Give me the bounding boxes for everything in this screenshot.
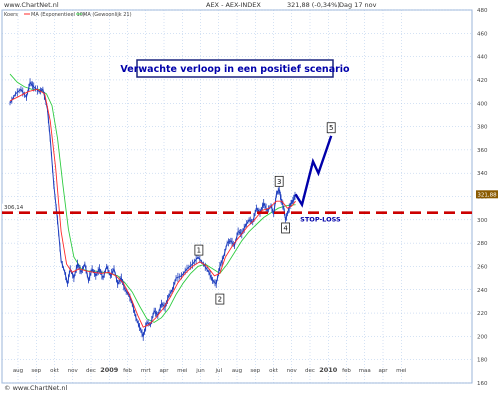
wave-label-box bbox=[274, 175, 284, 187]
y-tick-label: 280 bbox=[477, 241, 488, 247]
last-value-badge bbox=[476, 190, 498, 199]
x-tick-label: sep bbox=[250, 368, 260, 374]
price-line bbox=[9, 81, 297, 339]
x-tick-label: nov bbox=[287, 368, 298, 374]
y-tick-label: 200 bbox=[477, 334, 488, 340]
legend-ma-exp: MA (Exponentieel 10) bbox=[31, 12, 85, 18]
y-tick-label: 220 bbox=[477, 311, 488, 317]
x-tick-label: dec bbox=[305, 368, 315, 374]
wave-label-box bbox=[326, 122, 336, 134]
y-tick-label: 180 bbox=[477, 358, 488, 364]
y-tick-label: 420 bbox=[477, 78, 488, 84]
y-tick-label: 160 bbox=[477, 381, 488, 387]
stoploss-value-label: 306,14 bbox=[4, 205, 24, 211]
wave-label: 2 bbox=[218, 296, 222, 304]
chart-title: Verwachte verloop in een positief scenar… bbox=[120, 64, 350, 75]
ma-gewoonlijk-21-line bbox=[9, 73, 296, 323]
y-tick-label: 340 bbox=[477, 171, 488, 177]
x-tick-label: aug bbox=[232, 368, 242, 374]
x-tick-label: mei bbox=[177, 368, 188, 374]
header-site: www.ChartNet.nl bbox=[4, 1, 59, 9]
wave-label-box bbox=[281, 222, 290, 234]
x-tick-label: jun bbox=[195, 368, 205, 374]
x-tick-label: nov bbox=[68, 368, 79, 374]
x-tick-label: 2009 bbox=[100, 366, 119, 374]
header-period: Dag 17 nov bbox=[339, 1, 377, 9]
y-tick-label: 240 bbox=[477, 288, 488, 294]
x-tick-label: aug bbox=[13, 368, 23, 374]
stoploss-value-badge bbox=[2, 203, 28, 211]
x-axis-labels: aug sep okt nov dec 2009 feb mrt apr mei jun jul aug… bbox=[13, 366, 407, 374]
x-tick-label: feb bbox=[123, 368, 132, 374]
y-tick-label: 380 bbox=[477, 125, 488, 131]
y-tick-label: 460 bbox=[477, 31, 488, 37]
x-tick-label: apr bbox=[378, 368, 388, 374]
x-tick-label: okt bbox=[269, 368, 279, 374]
legend-koers: Koers bbox=[4, 12, 18, 18]
x-tick-label: apr bbox=[159, 368, 169, 374]
stoploss-annotation: STOP-LOSS bbox=[300, 216, 341, 224]
y-tick-label: 440 bbox=[477, 55, 488, 61]
x-tick-label: feb bbox=[342, 368, 351, 374]
wave-label: 5 bbox=[329, 124, 333, 132]
y-tick-label: 300 bbox=[477, 218, 488, 224]
y-tick-label: 400 bbox=[477, 101, 488, 107]
x-tick-label: mrt bbox=[141, 368, 152, 374]
footer-site: © www.ChartNet.nl bbox=[4, 384, 67, 392]
wave-label: 4 bbox=[283, 224, 288, 232]
expected-scenario-path bbox=[294, 135, 333, 208]
wave-label: 1 bbox=[197, 247, 201, 255]
x-tick-label: dec bbox=[86, 368, 96, 374]
x-tick-label: jul bbox=[214, 368, 222, 374]
last-value-label: 321,88 bbox=[477, 192, 497, 198]
y-tick-label: 480 bbox=[477, 8, 488, 14]
header-quote: 321,88 (-0,34%) bbox=[287, 1, 340, 9]
ma-exponentieel-10-line bbox=[9, 88, 296, 328]
title-box bbox=[136, 59, 334, 78]
legend-ma-geo: MA (Gewoonlijk 21) bbox=[83, 12, 132, 18]
y-tick-label: 260 bbox=[477, 264, 488, 270]
x-tick-label: maa bbox=[359, 368, 371, 374]
wave-label-box bbox=[215, 293, 225, 305]
x-tick-label: 2010 bbox=[319, 366, 338, 374]
wave-labels: 1 2 3 4 5 bbox=[194, 122, 336, 305]
wave-label-box bbox=[194, 244, 204, 256]
grid bbox=[2, 9, 472, 384]
y-tick-label: 360 bbox=[477, 148, 488, 154]
x-tick-label: sep bbox=[31, 368, 41, 374]
x-tick-label: okt bbox=[50, 368, 60, 374]
x-tick-label: mei bbox=[396, 368, 407, 374]
wave-label: 3 bbox=[277, 178, 281, 186]
header-instrument: AEX - AEX-INDEX bbox=[206, 1, 261, 9]
